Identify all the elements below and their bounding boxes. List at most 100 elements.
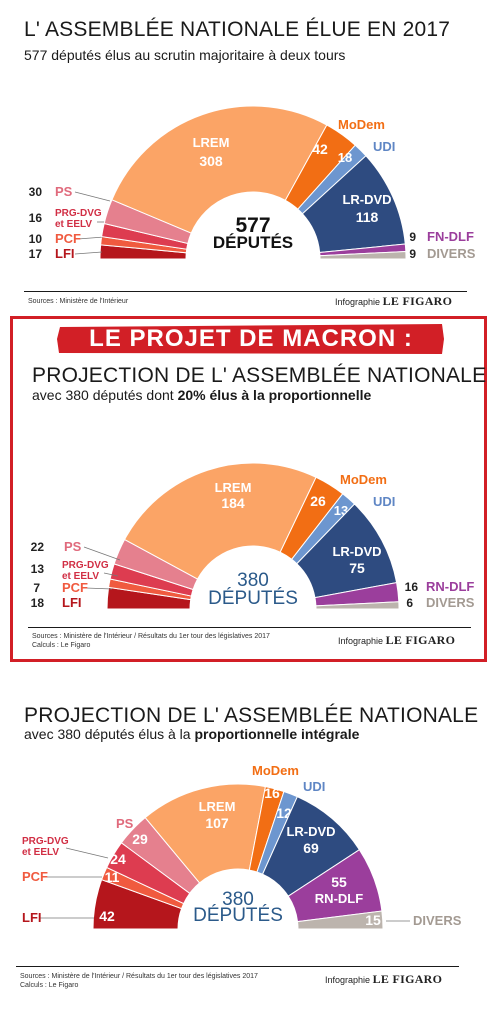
chart2-subtitle: avec 380 députés dont 20% élus à la prop… bbox=[32, 387, 372, 403]
seat-sector-lrem bbox=[123, 462, 317, 580]
party-label-divers: DIVERS bbox=[427, 246, 476, 261]
party-label-lr-dvd: LR-DVD bbox=[332, 544, 381, 559]
seat-sector-lrem bbox=[111, 105, 328, 234]
chart3-title: PROJECTION DE L' ASSEMBLÉE NATIONALE bbox=[24, 704, 479, 727]
chart3-subtitle: avec 380 députés élus à la proportionnel… bbox=[24, 726, 360, 742]
seat-count-lrem: 107 bbox=[205, 815, 229, 831]
party-label-lrem: LREM bbox=[215, 480, 252, 495]
chart2-title: PROJECTION DE L' ASSEMBLÉE NATIONALE bbox=[32, 364, 487, 387]
party-label-lrem: LREM bbox=[199, 799, 236, 814]
party-label-ps: PS bbox=[116, 816, 134, 831]
leader-line-pcf bbox=[85, 587, 113, 590]
seat-count-ps: 22 bbox=[31, 540, 45, 554]
seat-count-lfi: 42 bbox=[99, 908, 115, 924]
seat-count-ps: 29 bbox=[132, 831, 148, 847]
party-label-divers: DIVERS bbox=[413, 913, 462, 928]
center-total: 577 bbox=[235, 214, 270, 237]
center-label: DÉPUTÉS bbox=[193, 905, 283, 926]
chart1-credit: Infographie LE FIGARO bbox=[335, 294, 453, 308]
party-label-prg-dvg-et-eelv-line2: et EELV bbox=[62, 571, 99, 582]
leader-line-lfi bbox=[74, 251, 103, 255]
seat-sector-divers bbox=[319, 250, 407, 260]
party-label-prg-dvg-et-eelv-line2: et EELV bbox=[22, 847, 59, 858]
seat-count-rn-dlf: 16 bbox=[405, 580, 419, 594]
leader-line-ps bbox=[83, 546, 121, 561]
party-label-rn-dlf: RN-DLF bbox=[315, 891, 363, 906]
leader-line-prg-dvg-et-eelv bbox=[65, 847, 109, 859]
party-label-divers: DIVERS bbox=[426, 595, 475, 610]
chart3-sources: Sources : Ministère de l'Intérieur / Rés… bbox=[20, 973, 258, 989]
party-label-pcf: PCF bbox=[22, 869, 48, 884]
seat-count-lr-dvd: 75 bbox=[349, 560, 365, 576]
chart1-sources: Sources : Ministère de l'Intérieur bbox=[28, 298, 129, 305]
party-label-lr-dvd: LR-DVD bbox=[286, 824, 335, 839]
seat-sector-divers bbox=[315, 601, 400, 610]
seat-count-lr-dvd: 69 bbox=[303, 840, 319, 856]
party-label-pcf: PCF bbox=[62, 580, 88, 595]
seat-count-modem: 42 bbox=[312, 141, 328, 157]
party-label-rn-dlf: RN-DLF bbox=[426, 579, 474, 594]
seat-count-fn-dlf: 9 bbox=[409, 230, 416, 244]
chart1-title: L' ASSEMBLÉE NATIONALE ÉLUE EN 2017 bbox=[24, 18, 451, 41]
seat-sector-divers bbox=[296, 910, 384, 930]
party-label-modem: MoDem bbox=[340, 472, 387, 487]
party-label-udi: UDI bbox=[303, 779, 325, 794]
seat-count-prg-dvg-et-eelv: 13 bbox=[31, 562, 45, 576]
leader-line-pcf bbox=[77, 236, 105, 240]
party-label-lrem: LREM bbox=[193, 135, 230, 150]
seat-count-modem: 16 bbox=[264, 785, 280, 801]
party-label-modem: MoDem bbox=[338, 117, 385, 132]
party-label-ps: PS bbox=[55, 184, 73, 199]
seat-count-prg-dvg-et-eelv: 24 bbox=[110, 851, 126, 867]
seat-count-udi: 18 bbox=[338, 150, 352, 165]
party-label-udi: UDI bbox=[373, 139, 395, 154]
center-total: 380 bbox=[237, 570, 269, 591]
seat-count-lrem: 308 bbox=[199, 153, 223, 169]
seat-count-divers: 9 bbox=[409, 247, 416, 261]
chart1-subtitle: 577 députés élus au scrutin majoritaire … bbox=[24, 47, 346, 63]
seat-count-pcf: 7 bbox=[33, 581, 40, 595]
seat-count-lfi: 18 bbox=[31, 596, 45, 610]
seat-count-pcf: 10 bbox=[29, 232, 43, 246]
seat-count-lrem: 184 bbox=[221, 495, 245, 511]
center-label: DÉPUTÉS bbox=[208, 588, 298, 609]
party-label-prg-dvg-et-eelv: PRG-DVG bbox=[62, 560, 109, 571]
macron-project-frame bbox=[10, 316, 487, 662]
chart3-divider bbox=[16, 966, 459, 967]
leader-line-ps bbox=[74, 191, 111, 202]
seat-count-prg-dvg-et-eelv: 16 bbox=[29, 211, 43, 225]
seat-count-rn-dlf: 55 bbox=[331, 874, 347, 890]
party-label-ps: PS bbox=[64, 539, 82, 554]
party-label-udi: UDI bbox=[373, 494, 395, 509]
seat-count-divers: 15 bbox=[365, 912, 381, 928]
banner-text: LE PROJET DE MACRON : bbox=[89, 325, 413, 352]
chart3-credit: Infographie LE FIGARO bbox=[325, 972, 443, 986]
party-label-lfi: LFI bbox=[62, 595, 82, 610]
party-label-prg-dvg-et-eelv: PRG-DVG bbox=[55, 208, 102, 219]
party-label-modem: MoDem bbox=[252, 763, 299, 778]
banner-background bbox=[57, 324, 444, 354]
chart2-sources: Sources : Ministère de l'Intérieur / Rés… bbox=[32, 633, 270, 649]
seat-count-modem: 26 bbox=[310, 493, 326, 509]
seat-count-ps: 30 bbox=[29, 185, 43, 199]
party-label-prg-dvg-et-eelv-line2: et EELV bbox=[55, 219, 92, 230]
center-total: 380 bbox=[222, 889, 254, 910]
leader-line-prg-dvg-et-eelv bbox=[103, 572, 119, 577]
party-label-pcf: PCF bbox=[55, 231, 81, 246]
chart1-divider bbox=[24, 291, 467, 292]
seat-count-divers: 6 bbox=[406, 596, 413, 610]
party-label-lfi: LFI bbox=[55, 246, 75, 261]
seat-count-lfi: 17 bbox=[29, 247, 43, 261]
seat-count-pcf: 11 bbox=[105, 869, 120, 885]
party-label-fn-dlf: FN-DLF bbox=[427, 229, 474, 244]
center-label: DÉPUTÉS bbox=[213, 233, 293, 252]
chart2-credit: Infographie LE FIGARO bbox=[338, 633, 456, 647]
party-label-lr-dvd: LR-DVD bbox=[342, 192, 391, 207]
chart2-divider bbox=[28, 627, 471, 628]
party-label-lfi: LFI bbox=[22, 910, 42, 925]
seat-count-lr-dvd: 118 bbox=[356, 209, 379, 225]
party-label-prg-dvg-et-eelv: PRG-DVG bbox=[22, 836, 69, 847]
